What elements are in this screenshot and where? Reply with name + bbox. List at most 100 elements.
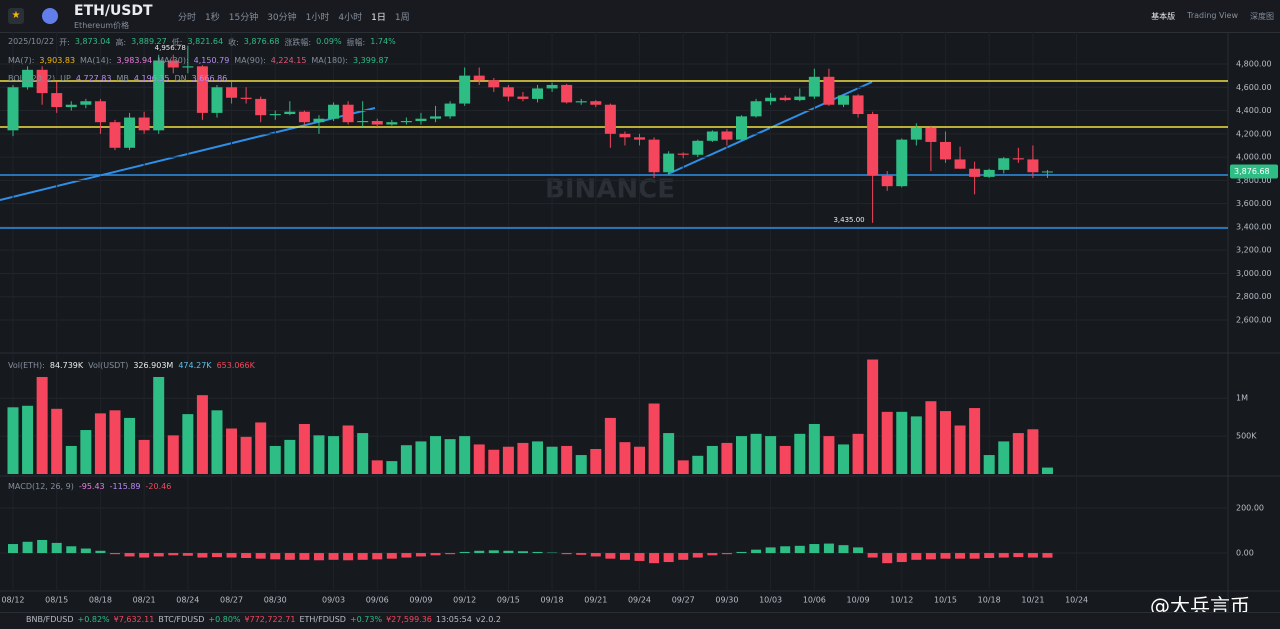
volume-bar	[605, 418, 616, 474]
info-item: -20.46	[146, 482, 172, 491]
candle-body	[561, 85, 572, 102]
volume-bar	[255, 422, 266, 474]
volume-bar	[51, 409, 62, 474]
x-tick-label: 09/24	[628, 596, 651, 605]
candle-body	[386, 122, 397, 124]
y-tick-label: 3,600.00	[1236, 199, 1272, 208]
candle-body	[707, 131, 718, 140]
volume-bar	[532, 441, 543, 474]
macd-bar	[256, 553, 266, 559]
macd-bar	[664, 553, 674, 562]
volume-bar	[182, 414, 193, 474]
candle-body	[649, 140, 660, 173]
macd-bar	[926, 553, 936, 559]
volume-bar	[882, 412, 893, 474]
volume-bar	[692, 456, 703, 474]
candle-body	[532, 88, 543, 98]
x-tick-label: 08/18	[89, 596, 112, 605]
volume-bar	[838, 444, 849, 474]
volume-bar	[80, 430, 91, 474]
macd-bar	[722, 553, 732, 554]
candle-body	[823, 77, 834, 105]
info-item: 振幅:	[347, 37, 366, 48]
candle-body	[313, 119, 324, 122]
volume-bar	[765, 436, 776, 474]
info-item: UP	[60, 74, 71, 83]
x-tick-label: 09/21	[584, 596, 607, 605]
macd-bar	[635, 553, 645, 561]
macd-bar	[737, 552, 747, 553]
candle-body	[153, 61, 164, 131]
info-item: 3,399.87	[353, 56, 389, 65]
volume-bar	[940, 411, 951, 474]
candle-body	[401, 121, 412, 122]
macd-bar	[460, 552, 470, 553]
macd-bar	[416, 553, 426, 556]
info-item: MA(14):	[80, 56, 112, 65]
macd-bar	[678, 553, 688, 560]
macd-bar	[154, 553, 164, 556]
volume-bar	[299, 424, 310, 474]
candle-body	[984, 170, 995, 177]
candle-body	[867, 114, 878, 176]
candle-body	[765, 98, 776, 101]
y-tick-label: 3,200.00	[1236, 246, 1272, 255]
info-item: MA(90):	[234, 56, 266, 65]
macd-bar	[125, 553, 135, 556]
candle-body	[357, 121, 368, 122]
y-tick-label: 4,000.00	[1236, 153, 1272, 162]
candle-body	[241, 98, 252, 99]
volume-bar	[955, 425, 966, 474]
candle-body	[998, 158, 1009, 170]
volume-bar	[1042, 468, 1053, 474]
y-tick-label: 3,000.00	[1236, 269, 1272, 278]
volume-bar	[911, 416, 922, 474]
macd-bar	[270, 553, 280, 559]
volume-bar	[969, 408, 980, 474]
y-tick-label: 4,400.00	[1236, 106, 1272, 115]
info-item: 3,983.94	[117, 56, 153, 65]
candle-body	[299, 112, 310, 122]
ticker-text: ¥7,632.11	[114, 615, 155, 624]
macd-bar	[299, 553, 309, 560]
macd-bar	[183, 553, 193, 556]
candle-body	[430, 116, 441, 118]
info-item: -95.43	[79, 482, 105, 491]
volume-bar	[1027, 429, 1038, 474]
info-item: MA(7):	[8, 56, 34, 65]
info-item: 开:	[59, 37, 70, 48]
macd-bar	[897, 553, 907, 562]
candle-body	[343, 105, 354, 122]
candle-body	[663, 154, 674, 173]
info-item: 1.74%	[370, 37, 395, 48]
candle-body	[751, 101, 762, 116]
candle-body	[780, 98, 791, 100]
candle-body	[517, 97, 528, 99]
candle-body	[605, 105, 616, 134]
chart: BINANCE 2,600.002,800.003,000.003,200.00…	[0, 0, 1280, 612]
macd-bar	[911, 553, 921, 560]
ticker-text: ¥772,722.71	[245, 615, 296, 624]
macd-bar	[329, 553, 339, 560]
candle-body	[969, 169, 980, 177]
info-item: 3,821.64	[187, 37, 223, 48]
candle-body	[576, 101, 587, 102]
y-tick-label: 4,600.00	[1236, 83, 1272, 92]
candle-body	[838, 95, 849, 104]
info-item: 4,727.83	[76, 74, 112, 83]
x-tick-label: 10/15	[934, 596, 957, 605]
volume-bar	[721, 443, 732, 474]
y-tick-label: 1M	[1236, 394, 1248, 403]
info-item: MA(180):	[311, 56, 348, 65]
macd-bar	[66, 546, 76, 553]
y-tick-label: 0.00	[1236, 549, 1254, 558]
info-item: 4,150.79	[194, 56, 230, 65]
macd-bar	[620, 553, 630, 560]
volume-bar	[736, 436, 747, 474]
volume-bar	[853, 434, 864, 474]
macd-bar	[999, 553, 1009, 558]
candle-body	[270, 114, 281, 115]
candle-body	[634, 137, 645, 139]
volume-bar	[401, 445, 412, 474]
